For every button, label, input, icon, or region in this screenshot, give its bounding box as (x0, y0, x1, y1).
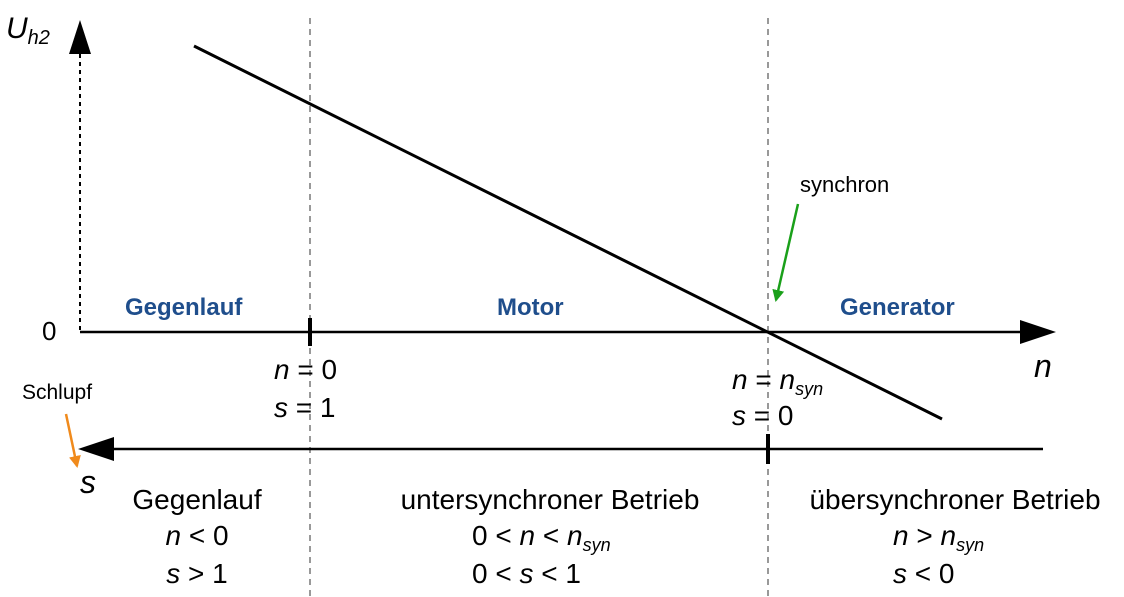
region-generator: Generator (840, 294, 955, 321)
bottom-ueber-line2: s < 0 (893, 558, 955, 589)
y-axis-label: Uh2 (6, 12, 50, 49)
region-gegenlauf: Gegenlauf (125, 294, 243, 321)
bottom-unter-title: untersynchroner Betrieb (400, 484, 700, 515)
synchron-annotation: synchron (800, 172, 890, 197)
marker-nsyn-n: n = nsyn (732, 364, 824, 399)
bottom-gegenlauf-title: Gegenlauf (132, 484, 262, 515)
bottom-gegenlauf-line1: n < 0 (165, 520, 229, 551)
region-motor: Motor (497, 294, 564, 321)
bottom-ueber-title: übersynchroner Betrieb (809, 484, 1101, 515)
y-zero-label: 0 (42, 316, 57, 346)
n-axis-arrowhead (1020, 320, 1056, 344)
marker-n0-n: n = 0 (274, 354, 338, 385)
s-axis-arrowhead (78, 437, 114, 461)
marker-n0-s: s = 1 (274, 392, 336, 423)
characteristic-line (193, 44, 943, 421)
s-axis-label: s (80, 464, 96, 500)
bottom-unter-line2: 0 < s < 1 (472, 558, 581, 589)
bottom-unter-line1: 0 < n < nsyn (472, 520, 611, 555)
schlupf-arrow (64, 413, 81, 468)
bottom-ueber-line1: n > nsyn (893, 520, 985, 555)
schlupf-annotation: Schlupf (22, 381, 93, 404)
synchron-arrow (772, 203, 800, 302)
n-axis-label: n (1034, 348, 1052, 384)
y-axis-arrowhead (69, 20, 91, 54)
bottom-gegenlauf-line2: s > 1 (166, 558, 228, 589)
marker-nsyn-s: s = 0 (732, 400, 794, 431)
